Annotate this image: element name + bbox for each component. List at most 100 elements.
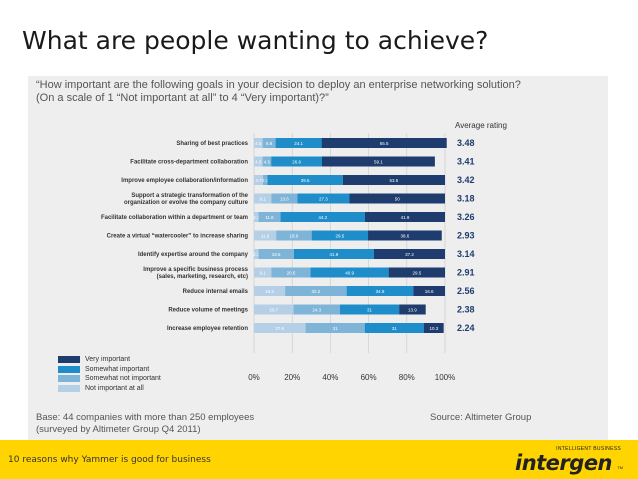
bar-value-label: 50 bbox=[395, 196, 401, 201]
average-rating-value: 2.38 bbox=[457, 305, 475, 315]
bar-segment-somewhat-important bbox=[275, 138, 322, 148]
legend-item: Somewhat not important bbox=[58, 374, 161, 384]
bar-value-label: 4.5 bbox=[255, 141, 262, 146]
bar-value-label: 20.5 bbox=[287, 270, 296, 275]
bar-segment-somewhat-important bbox=[267, 175, 343, 185]
category-label: Identify expertise around the company bbox=[138, 252, 249, 258]
bar-value-label: 27.3 bbox=[319, 196, 328, 201]
category-label: Support a strategic transformation of th… bbox=[124, 193, 249, 206]
average-rating-value: 2.24 bbox=[457, 323, 475, 333]
legend-label: Somewhat important bbox=[85, 365, 150, 373]
bar-segment-somewhat-important bbox=[310, 267, 389, 278]
bar-segment-somewhat-important bbox=[364, 323, 424, 333]
bar-value-label: 4.5 bbox=[255, 159, 262, 164]
brand-tagline: INTELLIGENT BUSINESS bbox=[556, 446, 621, 452]
bar-segment-somewhat-not-important bbox=[276, 230, 312, 241]
category-label: Create a virtual “watercooler” to increa… bbox=[107, 234, 249, 240]
legend-swatch-somewhat-important bbox=[58, 365, 80, 373]
bar-segment-not-important bbox=[254, 175, 263, 185]
bar-value-label: 11.6 bbox=[265, 215, 274, 220]
x-tick-label: 0% bbox=[248, 373, 260, 382]
category-label: Facilitate collaboration within a depart… bbox=[101, 215, 248, 221]
brand-logo: INTELLIGENT BUSINESS intergen TM bbox=[515, 443, 627, 476]
base-note-line: (surveyed by Altimeter Group Q4 2011) bbox=[36, 424, 201, 435]
bar-value-label: 4.7 bbox=[255, 178, 262, 183]
bar-segment-somewhat-important bbox=[280, 212, 365, 222]
x-tick-label: 80% bbox=[399, 373, 415, 382]
bar-value-label: 16.6 bbox=[425, 289, 434, 294]
average-rating-value: 3.26 bbox=[457, 212, 475, 222]
bar-segment-not-important bbox=[254, 286, 286, 296]
bar-value-label: 29.5 bbox=[412, 270, 421, 275]
source-note: Source: Altimeter Group bbox=[430, 412, 532, 423]
bar-segment-very-important bbox=[364, 212, 445, 222]
legend-item: Somewhat important bbox=[58, 365, 161, 375]
bar-segment-very-important bbox=[321, 156, 435, 167]
legend-label: Not important at all bbox=[85, 384, 144, 392]
survey-question-line: (On a scale of 1 “Not important at all” … bbox=[36, 92, 329, 104]
bar-value-label: 34.9 bbox=[376, 289, 385, 294]
bar-segment-somewhat-not-important bbox=[258, 212, 281, 222]
bar-value-label: 9.1 bbox=[260, 196, 267, 201]
average-rating-value: 3.48 bbox=[457, 138, 475, 148]
bar-value-label: 18.6 bbox=[290, 233, 299, 238]
bar-segment-somewhat-not-important bbox=[285, 286, 347, 296]
bar-segment-somewhat-important bbox=[293, 249, 374, 259]
x-tick-label: 40% bbox=[322, 373, 338, 382]
category-label: Reduce internal emails bbox=[183, 289, 249, 295]
legend-item: Very important bbox=[58, 355, 161, 365]
bar-value-label: 9.1 bbox=[260, 270, 267, 275]
bar-value-label: 2.3 bbox=[253, 215, 260, 220]
base-note: Base: 44 companies with more than 250 em… bbox=[36, 412, 254, 436]
bar-value-label: 26.6 bbox=[292, 159, 301, 164]
category-label: Increase employee retention bbox=[167, 326, 248, 332]
bar-segment-very-important bbox=[321, 138, 447, 148]
bar-segment-not-important bbox=[254, 156, 263, 167]
bar-segment-not-important bbox=[254, 249, 259, 259]
average-rating-value: 2.56 bbox=[457, 286, 475, 296]
bar-value-label: 44.2 bbox=[318, 215, 327, 220]
bar-segment-somewhat-not-important bbox=[258, 249, 294, 259]
bar-value-label: 18.6 bbox=[272, 252, 281, 257]
bar-value-label: 10.3 bbox=[429, 326, 438, 331]
bar-value-label: 16.3 bbox=[265, 289, 274, 294]
average-rating-value: 2.91 bbox=[457, 268, 475, 278]
footer-text: 10 reasons why Yammer is good for busine… bbox=[8, 455, 211, 465]
legend-item: Not important at all bbox=[58, 384, 161, 394]
bar-segment-somewhat-not-important bbox=[293, 304, 340, 315]
bar-value-label: 6.8 bbox=[266, 141, 273, 146]
bar-value-label: 24.1 bbox=[294, 141, 303, 146]
bar-value-label: 31 bbox=[367, 307, 373, 312]
bar-value-label: 40.9 bbox=[345, 270, 354, 275]
bar-value-label: 4.5 bbox=[264, 159, 271, 164]
bar-value-label: 29.5 bbox=[335, 233, 344, 238]
bar-segment-not-important bbox=[254, 304, 294, 315]
bar-segment-not-important bbox=[254, 230, 277, 241]
bar-value-label: 32.2 bbox=[312, 289, 321, 294]
average-rating-value: 2.93 bbox=[457, 231, 475, 241]
bar-value-label: 38.6 bbox=[401, 233, 410, 238]
average-rating-value: 3.14 bbox=[457, 249, 475, 259]
bar-segment-not-important bbox=[254, 193, 272, 204]
category-label: Reduce volume of meetings bbox=[168, 308, 248, 314]
bar-value-label: 65.5 bbox=[380, 141, 389, 146]
base-note-line: Base: 44 companies with more than 250 em… bbox=[36, 412, 255, 423]
x-tick-label: 100% bbox=[435, 373, 455, 382]
legend-swatch-very-important bbox=[58, 356, 80, 364]
bar-segment-somewhat-not-important bbox=[305, 323, 365, 333]
bar-segment-somewhat-important bbox=[297, 193, 350, 204]
bar-segment-very-important bbox=[399, 304, 426, 315]
bar-segment-somewhat-not-important bbox=[262, 138, 276, 148]
bar-value-label: 11.6 bbox=[261, 233, 270, 238]
bar-segment-somewhat-important bbox=[339, 304, 400, 315]
legend-label: Somewhat not important bbox=[85, 375, 161, 383]
bar-segment-not-important bbox=[254, 212, 259, 222]
bar-value-label: 2.3 bbox=[253, 252, 260, 257]
legend-label: Very important bbox=[85, 356, 131, 364]
bar-segment-very-important bbox=[388, 267, 445, 278]
average-rating-value: 3.18 bbox=[457, 194, 475, 204]
slide-title: What are people wanting to achieve? bbox=[22, 26, 489, 55]
bar-segment-somewhat-important bbox=[271, 156, 322, 167]
bar-segment-somewhat-not-important bbox=[271, 267, 311, 278]
bar-segment-somewhat-not-important bbox=[271, 193, 298, 204]
